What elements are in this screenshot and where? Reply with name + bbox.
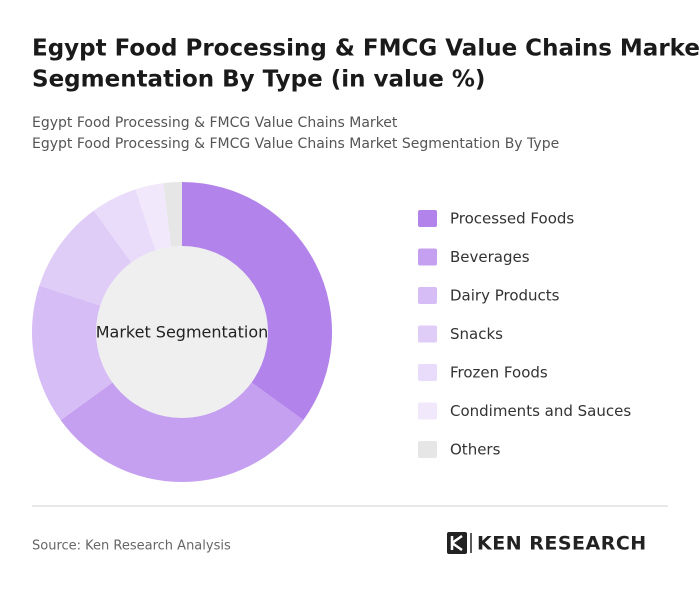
legend-swatch: [418, 287, 437, 304]
legend-label: Frozen Foods: [450, 364, 548, 382]
legend-swatch: [418, 402, 437, 420]
legend-label: Condiments and Sauces: [450, 402, 631, 420]
subtitle: Egypt Food Processing & FMCG Value Chain…: [32, 136, 559, 152]
logo-text: KEN RESEARCH: [477, 533, 647, 555]
center-label: Market Segmentation: [96, 323, 269, 342]
donut-hole: [96, 246, 268, 418]
legend-swatch: [418, 210, 437, 227]
legend-label: Beverages: [450, 248, 530, 266]
chart-title: Segmentation By Type (in value %): [32, 67, 485, 93]
legend-label: Others: [450, 441, 501, 459]
legend-label: Processed Foods: [450, 210, 574, 228]
legend-swatch: [418, 441, 437, 458]
legend-label: Snacks: [450, 325, 503, 343]
legend-label: Dairy Products: [450, 287, 560, 305]
subtitle: Egypt Food Processing & FMCG Value Chain…: [32, 115, 398, 131]
logo-icon: [447, 532, 472, 554]
source: Source: Ken Research Analysis: [32, 539, 231, 554]
legend-swatch: [418, 248, 437, 266]
legend-swatch: [418, 364, 437, 381]
chart-title: Egypt Food Processing & FMCG Value Chain…: [32, 36, 700, 62]
legend-swatch: [418, 325, 437, 343]
legend: Processed Foods Beverages Dairy Products Sn…: [418, 210, 631, 459]
